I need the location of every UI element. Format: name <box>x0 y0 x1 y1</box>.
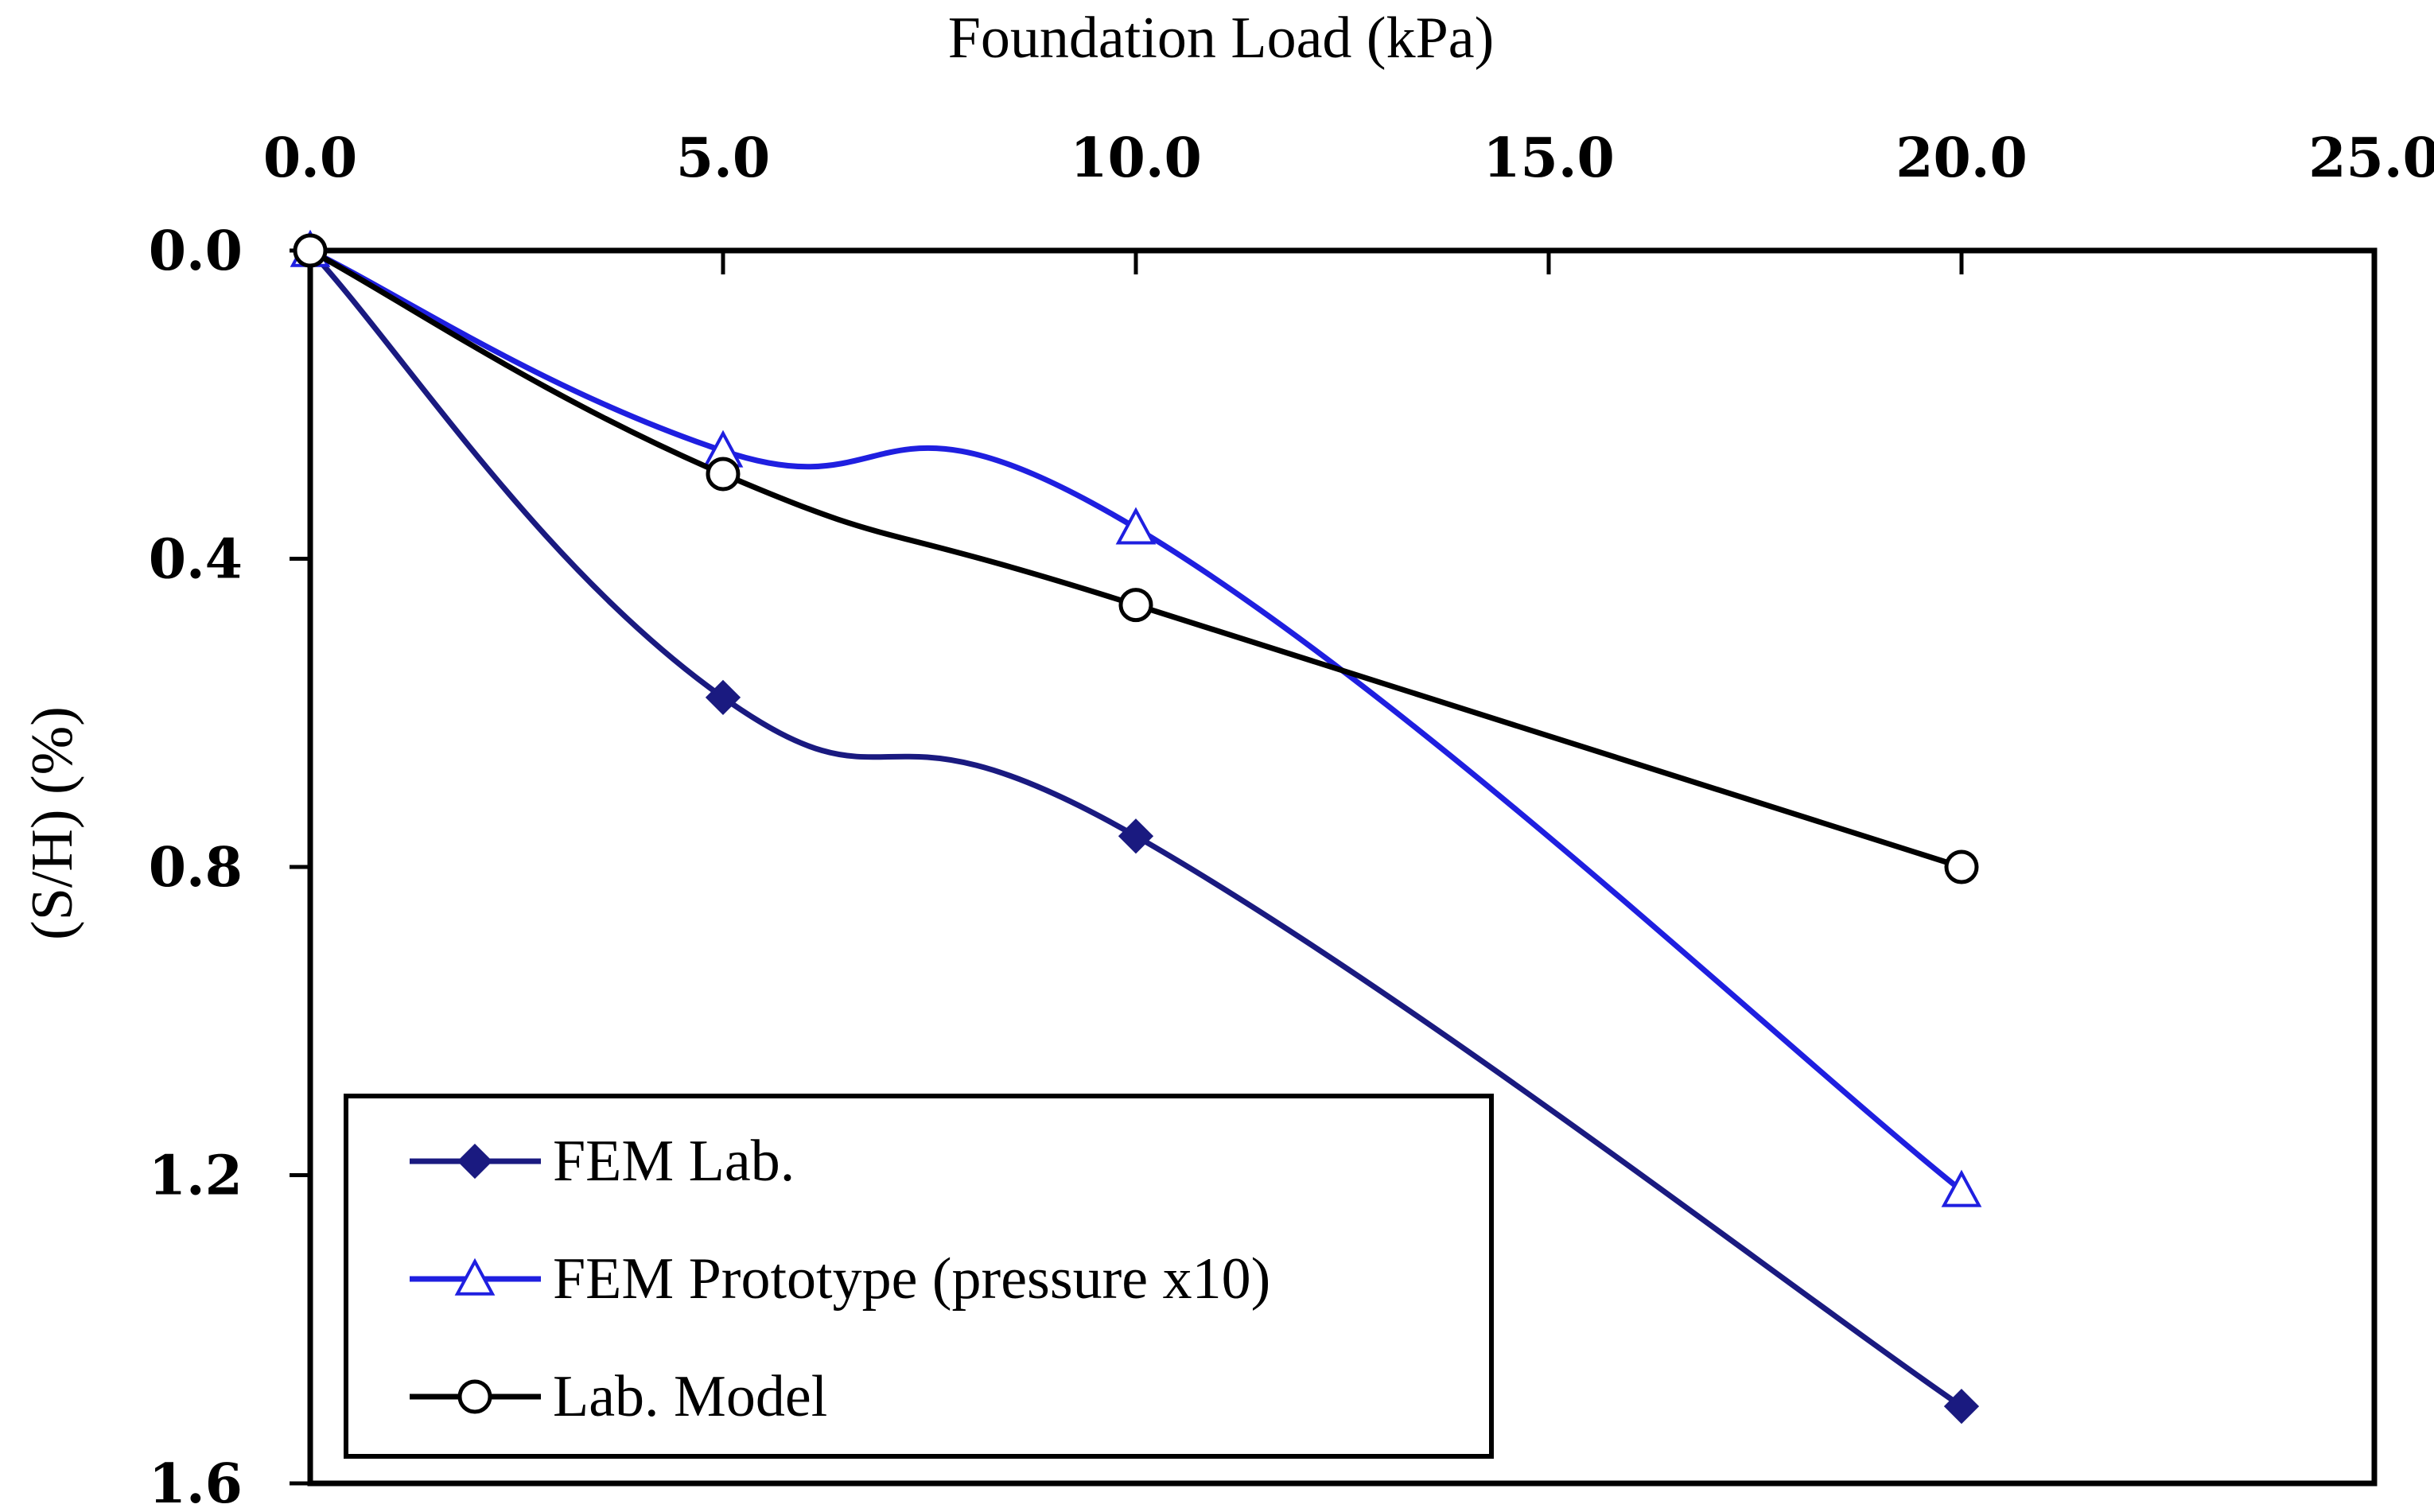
legend: FEM Lab. FEM Prototype (pressure x10) Lab.… <box>344 1094 1494 1459</box>
legend-item: FEM Prototype (pressure x10) <box>410 1246 1270 1312</box>
series-line <box>309 247 1963 870</box>
legend-item: FEM Lab. <box>410 1129 795 1194</box>
marker-circle <box>706 457 741 492</box>
legend-label: FEM Lab. <box>553 1129 795 1194</box>
marker-diamond <box>457 1143 493 1180</box>
marker-triangle <box>1941 1169 1982 1207</box>
marker-circle <box>1118 588 1153 623</box>
y-tick-label: 0.0 <box>149 220 243 283</box>
series-2 <box>293 233 1979 884</box>
marker-circle <box>293 233 328 268</box>
y-tick-label: 0.8 <box>149 836 243 900</box>
x-tick-label: 5.0 <box>676 126 770 190</box>
y-tick-label: 0.4 <box>149 528 243 592</box>
legend-label: Lab. Model <box>553 1364 827 1429</box>
y-tick-label: 1.2 <box>149 1145 243 1208</box>
legend-label: FEM Prototype (pressure x10) <box>553 1246 1270 1312</box>
series-line <box>308 248 1963 1409</box>
x-tick-label: 20.0 <box>1895 126 2028 190</box>
marker-diamond <box>705 679 741 715</box>
marker-triangle <box>1115 507 1157 545</box>
marker-circle <box>1944 849 1979 884</box>
y-axis-title: (S/H) (%) <box>20 706 85 940</box>
legend-item: Lab. Model <box>410 1364 827 1429</box>
x-axis-title: Foundation Load (kPa) <box>948 6 1494 71</box>
series-line <box>309 247 1964 1193</box>
x-tick-label: 25.0 <box>2308 126 2434 190</box>
x-tick-label: 10.0 <box>1070 126 1202 190</box>
y-tick-label: 1.6 <box>149 1452 243 1512</box>
x-tick-label: 15.0 <box>1483 126 1615 190</box>
marker-diamond <box>1118 818 1154 854</box>
ticks: 0.0 5.0 10.0 15.0 20.0 25.0 0.0 0.4 0.8 1.2 1.6 <box>149 126 2434 1512</box>
marker-circle <box>457 1379 492 1414</box>
series-1 <box>290 229 1982 1207</box>
series-layer <box>290 229 1982 1425</box>
marker-triangle <box>454 1257 496 1296</box>
marker-diamond <box>1943 1389 1980 1425</box>
x-tick-label: 0.0 <box>263 126 357 190</box>
